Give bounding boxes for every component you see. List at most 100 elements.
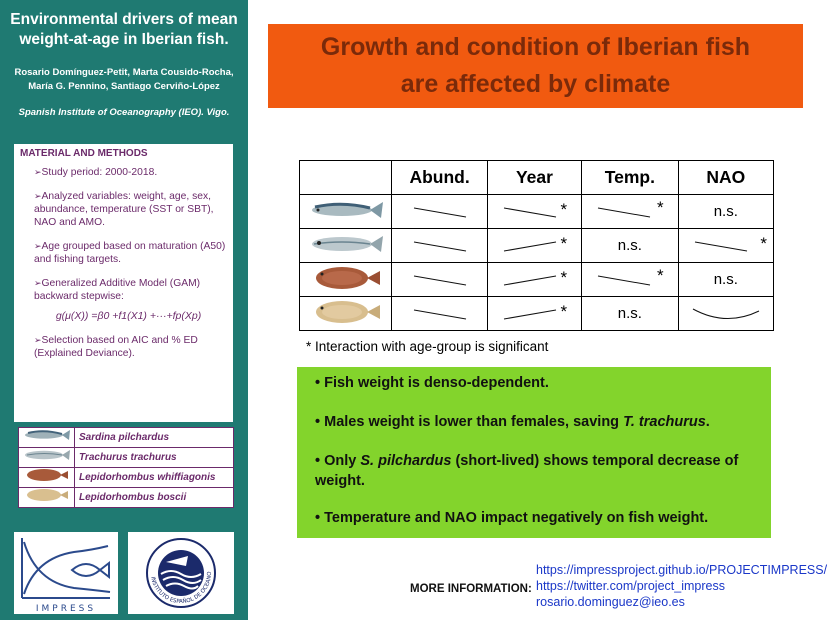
trend-decrease-icon [694,241,747,251]
methods-item: ➢Generalized Additive Model (GAM) backwa… [34,278,201,302]
methods-item: ➢Age grouped based on maturation (A50) a… [34,241,226,265]
species-row: Lepidorhombus whiffiagonis [18,467,234,488]
arrow-bullet-icon: ➢ [34,167,42,177]
header-temperature: Temp. [581,160,679,195]
more-info-links: https://impressproject.github.io/PROJECT… [536,562,827,610]
species-row: Lepidorhombus boscii [18,487,234,508]
ieo-logo: INSTITUTO ESPAÑOL DE OCEANOGRAFÍA [126,527,234,614]
trend-decrease-icon [413,309,466,319]
table-footnote: * Interaction with age-group is signific… [306,339,549,354]
year-cell: * [486,262,583,297]
significance-star: * [760,234,767,253]
arrow-bullet-icon: ➢ [34,191,42,201]
species-name: Sardina pilchardus [74,427,234,448]
header-year: Year [486,160,583,195]
trend-decrease-icon [598,207,651,217]
horse-mackerel-icon [311,235,383,252]
conclusion-3: • Only S. pilchardus (short-lived) shows… [315,453,739,489]
megrim-icon [26,469,68,481]
species-name: Trachurus trachurus [74,447,234,468]
authors: Rosario Domínguez-Petit, Marta Cousido-R… [14,67,234,92]
significance-star: * [560,268,568,287]
sardine-icon [311,201,383,218]
sidebar: Environmental drivers of mean weight-at-… [0,0,248,620]
significance-star: * [560,302,568,321]
header-abundance: Abund. [391,160,488,195]
significance-star: * [560,200,568,219]
year-cell: * [486,296,583,331]
twitter-link[interactable]: https://twitter.com/project_impress [536,579,725,593]
significance-star: * [560,234,568,253]
results-row: * * n.s. [298,194,775,229]
u-curve-icon [692,308,759,319]
headline-line-1: Growth and condition of Iberian fish [320,33,751,61]
sardine-icon [24,430,70,440]
year-cell: * [486,194,583,229]
header-nao: NAO [677,160,775,195]
four-spot-megrim-icon [26,489,68,501]
abundance-cell [391,228,488,263]
nao-cell: * [677,228,775,263]
impress-logo: IMPRESS [14,532,118,614]
institution: Spanish Institute of Oceanography (IEO).… [18,107,230,118]
temperature-cell: * [581,262,679,297]
methods-item: ➢Selection based on AIC and % ED (Explai… [34,335,198,359]
headline-line-2: are affected by climate [400,70,671,98]
megrim-icon [315,266,380,289]
trend-increase-icon [503,309,556,319]
species-row: Trachurus trachurus [18,447,234,468]
temperature-cell: * [581,194,679,229]
results-row: * * n.s. [298,262,775,297]
species-row: Sardina pilchardus [18,427,234,448]
species-name: Lepidorhombus whiffiagonis [74,467,234,488]
trend-increase-icon [503,241,556,251]
species-name: Lepidorhombus boscii [74,487,234,508]
gam-formula: g(μ(X)) =β0 +f1(X1) +···+fp(Xp) [55,310,202,322]
impress-logo-text: IMPRESS [36,604,96,614]
conclusion-4: • Temperature and NAO impact negatively … [315,510,709,526]
contact-email-link[interactable]: rosario.dominguez@ieo.es [536,595,685,609]
poster-title: Environmental drivers of mean weight-at-… [10,11,238,48]
methods-heading: MATERIAL AND METHODS [20,148,148,159]
species-legend: Sardina pilchardus Trachurus trachurus L… [18,427,234,508]
methods-list: ➢Study period: 2000-2018. ➢Analyzed vari… [34,166,227,303]
arrow-bullet-icon: ➢ [34,241,42,251]
methods-item: ➢Analyzed variables: weight, age, sex, a… [34,191,214,228]
ieo-logo-graphic: INSTITUTO ESPAÑOL DE OCEANOGRAFÍA [126,527,216,608]
methods-item: ➢Study period: 2000-2018. [34,167,158,178]
conclusions-box: • Fish weight is denso-dependent. • Male… [297,367,771,538]
abundance-cell [391,296,488,331]
significance-star: * [656,266,664,285]
trend-decrease-icon [413,241,466,251]
headline-banner: Growth and condition of Iberian fish are… [268,24,803,108]
results-row: * n.s. * [298,228,775,263]
nao-cell [677,296,775,331]
trend-decrease-icon [598,275,651,285]
horse-mackerel-icon [24,450,70,460]
trend-increase-icon [503,275,556,285]
arrow-bullet-icon: ➢ [34,335,42,345]
trend-decrease-icon [413,207,466,217]
significance-star: * [656,198,664,217]
conclusion-1: • Fish weight is denso-dependent. [315,375,549,391]
results-table: Abund. Year Temp. NAO * [298,160,775,331]
trend-decrease-icon [413,275,466,285]
year-cell: * [486,228,583,263]
temperature-cell: n.s. [581,228,679,263]
results-header-row: Abund. Year Temp. NAO [298,160,775,195]
abundance-cell [391,194,488,229]
arrow-bullet-icon: ➢ [34,278,42,288]
nao-cell: n.s. [677,194,775,229]
nao-cell: n.s. [677,262,775,297]
methods-panel: MATERIAL AND METHODS ➢Study period: 2000… [14,144,233,422]
trend-decrease-icon [503,207,556,217]
results-row: * n.s. [298,296,775,331]
project-website-link[interactable]: https://impressproject.github.io/PROJECT… [536,563,828,577]
abundance-cell [391,262,488,297]
conclusion-2: • Males weight is lower than females, sa… [315,414,710,430]
impress-logo-graphic: IMPRESS [21,538,111,614]
four-spot-megrim-icon [315,300,380,323]
temperature-cell: n.s. [581,296,679,331]
more-info-label: MORE INFORMATION: [410,583,532,595]
header-blank [298,160,393,195]
